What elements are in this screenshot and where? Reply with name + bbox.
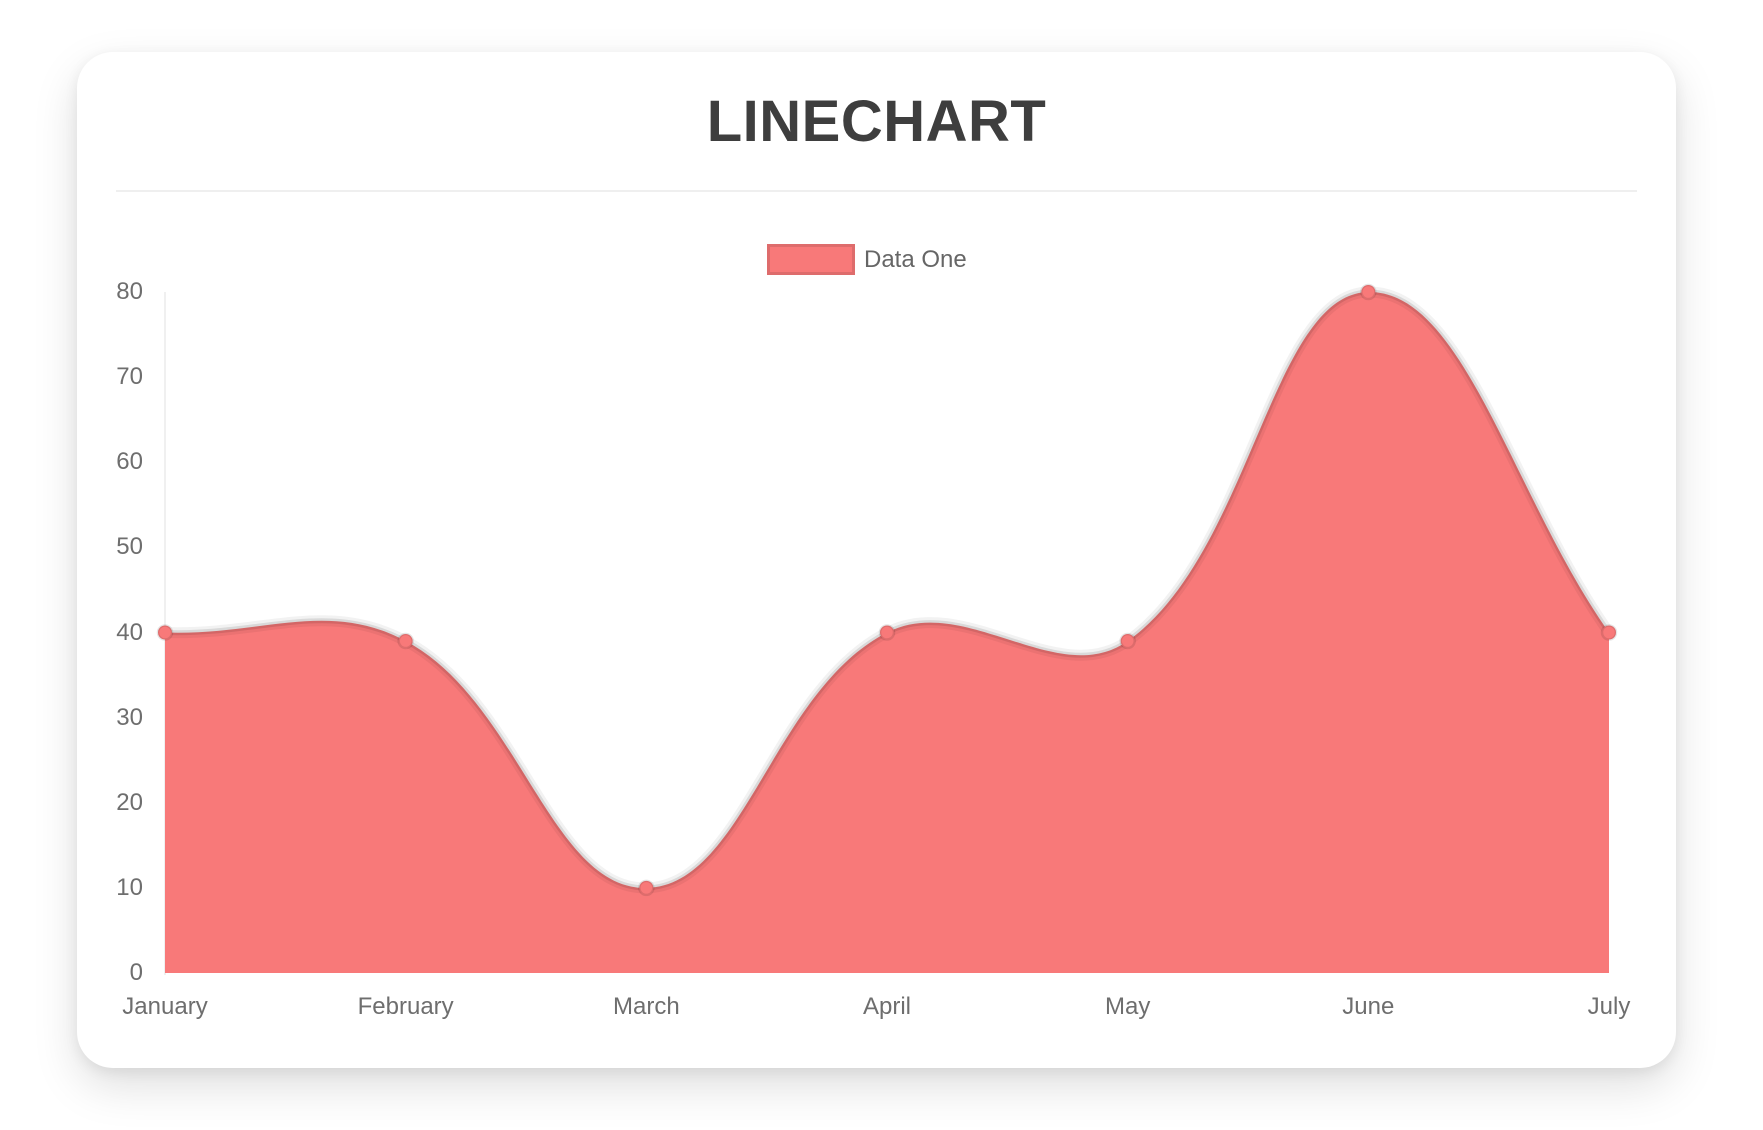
line-stroke-soft-shadow — [159, 286, 1615, 894]
x-tick-label-february: February — [357, 993, 454, 1020]
x-tick-label-january: January — [122, 993, 208, 1020]
x-tick-label-may: May — [1104, 993, 1151, 1020]
data-points — [156, 283, 1618, 897]
line-stroke — [162, 289, 1612, 891]
y-tick-label-70: 70 — [116, 363, 143, 391]
data-point-may[interactable] — [1119, 632, 1136, 650]
line-chart-canvas[interactable] — [77, 52, 1676, 1068]
legend-label[interactable]: Data One — [864, 246, 967, 273]
x-tick-label-march: March — [612, 993, 680, 1020]
data-point-june[interactable] — [1360, 283, 1377, 301]
title-divider — [116, 190, 1637, 192]
data-point-march[interactable] — [638, 879, 655, 897]
data-point-april[interactable] — [878, 624, 896, 641]
area-fill — [165, 291, 1609, 973]
y-tick-label-20: 20 — [116, 788, 143, 816]
y-tick-label-60: 60 — [116, 448, 143, 476]
x-tick-label-june: June — [1342, 993, 1395, 1020]
chart-title: LINECHART — [706, 89, 1047, 154]
y-tick-label-0: 0 — [129, 959, 143, 986]
y-tick-label-30: 30 — [116, 703, 143, 731]
legend-swatch[interactable] — [767, 244, 855, 275]
data-point-february[interactable] — [397, 632, 414, 650]
y-tick-label-50: 50 — [116, 533, 143, 561]
y-tick-label-40: 40 — [116, 618, 143, 646]
x-tick-label-july: July — [1587, 993, 1631, 1020]
data-point-january[interactable] — [156, 624, 174, 641]
data-point-july[interactable] — [1600, 624, 1618, 641]
chart-card: LINECHART Data One 0 10 20 30 40 50 60 70 80 Jan… — [77, 52, 1676, 1068]
y-tick-label-10: 10 — [116, 873, 143, 901]
x-tick-label-april: April — [862, 993, 912, 1020]
y-tick-label-80: 80 — [116, 278, 143, 305]
chart-legend: Data One — [767, 244, 967, 275]
